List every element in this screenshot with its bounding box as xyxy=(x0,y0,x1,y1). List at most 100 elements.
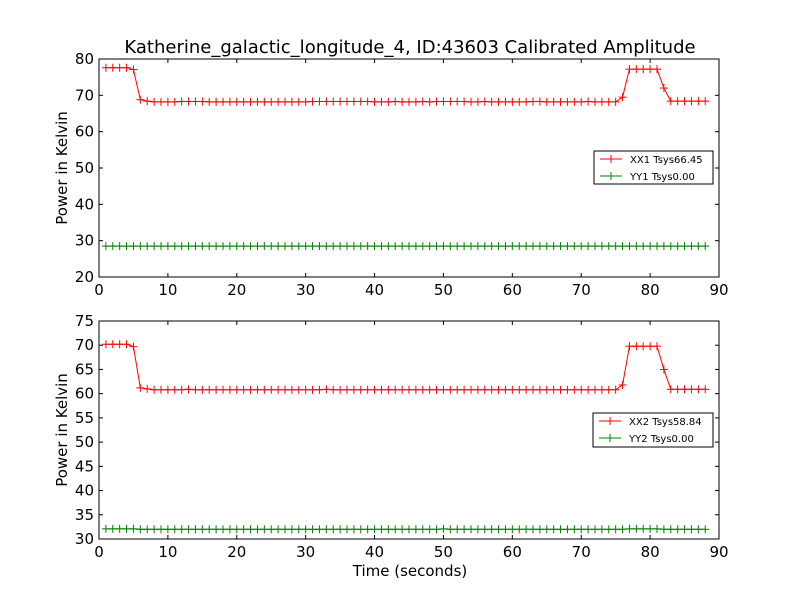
data-point xyxy=(108,242,117,251)
data-point xyxy=(274,385,283,394)
data-point xyxy=(129,524,138,533)
top-legend-box xyxy=(593,150,714,185)
data-point xyxy=(219,525,227,534)
data-point xyxy=(391,385,400,394)
data-point xyxy=(301,525,310,534)
top-panel: 0 10 20 30 40 50 60 70 80 90 20 30 40 50 60 70 80 Power… xyxy=(53,50,729,299)
data-point xyxy=(281,97,289,106)
data-point xyxy=(281,242,289,251)
data-point xyxy=(150,525,159,534)
data-point xyxy=(577,97,586,106)
data-point xyxy=(405,97,413,106)
x-tick-label: 0 xyxy=(94,281,104,299)
y-tick-label: 65 xyxy=(75,360,94,378)
data-point xyxy=(246,242,255,251)
legend-label-yy2: YY2 Tsys0.00 xyxy=(628,434,694,445)
data-point xyxy=(136,525,145,534)
data-point xyxy=(604,242,613,251)
data-point xyxy=(473,242,482,251)
data-point xyxy=(563,242,572,251)
data-point xyxy=(177,97,186,106)
data-point xyxy=(467,242,475,251)
data-point xyxy=(584,525,593,534)
data-point xyxy=(150,385,159,394)
data-point xyxy=(460,525,469,534)
data-point xyxy=(349,97,358,106)
data-point xyxy=(239,525,248,534)
data-point xyxy=(398,525,407,534)
y-tick-label: 30 xyxy=(75,232,94,250)
data-point xyxy=(177,385,186,394)
data-point xyxy=(301,97,310,106)
legend-label-yy1: YY1 Tsys0.00 xyxy=(629,172,695,183)
data-point xyxy=(253,525,262,534)
data-point xyxy=(405,242,413,251)
data-point xyxy=(136,242,145,251)
x-tick-label: 50 xyxy=(434,543,453,561)
bottom-y-ticks: 30 35 40 45 50 55 60 65 70 75 xyxy=(75,312,719,548)
data-point xyxy=(453,525,462,534)
bottom-legend-box xyxy=(592,412,714,448)
data-point xyxy=(136,95,145,104)
data-point xyxy=(287,525,296,534)
data-point xyxy=(680,385,689,394)
data-point xyxy=(336,242,345,251)
data-point xyxy=(556,97,565,106)
data-point xyxy=(411,97,420,106)
data-point xyxy=(205,525,214,534)
data-point xyxy=(246,525,255,534)
data-point xyxy=(122,63,131,72)
data-point xyxy=(308,525,317,534)
data-point xyxy=(184,525,193,534)
data-point xyxy=(439,385,448,394)
data-point xyxy=(632,65,641,74)
x-tick-label: 40 xyxy=(365,543,384,561)
data-point xyxy=(591,242,599,251)
data-point xyxy=(618,242,627,251)
data-point xyxy=(666,242,675,251)
data-point xyxy=(301,242,310,251)
data-point xyxy=(170,242,179,251)
data-point xyxy=(494,97,503,106)
data-point xyxy=(212,242,221,251)
data-point xyxy=(446,97,455,106)
data-point xyxy=(294,242,303,251)
data-point xyxy=(136,383,145,392)
data-point xyxy=(363,97,372,106)
data-point xyxy=(432,242,441,251)
data-point xyxy=(184,385,193,394)
data-point xyxy=(150,97,159,106)
data-point xyxy=(308,97,317,106)
x-axis-label: Time (seconds) xyxy=(352,562,468,580)
data-point xyxy=(370,525,379,534)
data-point xyxy=(446,385,455,394)
data-point xyxy=(377,525,386,534)
data-point xyxy=(384,385,393,394)
data-point xyxy=(604,385,613,394)
data-point xyxy=(163,385,172,394)
data-point xyxy=(625,242,634,251)
x-tick-label: 30 xyxy=(296,543,315,561)
data-point xyxy=(597,385,606,394)
data-point xyxy=(549,97,558,106)
data-point xyxy=(391,97,400,106)
data-point xyxy=(260,525,269,534)
data-point xyxy=(143,384,152,393)
data-point xyxy=(163,242,172,251)
data-point xyxy=(411,242,420,251)
data-point xyxy=(618,525,627,534)
data-point xyxy=(115,524,124,533)
data-point xyxy=(611,385,620,394)
data-point xyxy=(143,242,152,251)
series-line-xx1 xyxy=(105,67,706,103)
data-point xyxy=(542,385,551,394)
data-point xyxy=(336,385,345,394)
data-point xyxy=(274,97,283,106)
data-point xyxy=(225,242,234,251)
top-y-axis-label: Power in Kelvin xyxy=(53,111,71,225)
data-point xyxy=(501,242,510,251)
data-point xyxy=(535,525,544,534)
data-point xyxy=(411,525,420,534)
data-point xyxy=(232,242,241,251)
